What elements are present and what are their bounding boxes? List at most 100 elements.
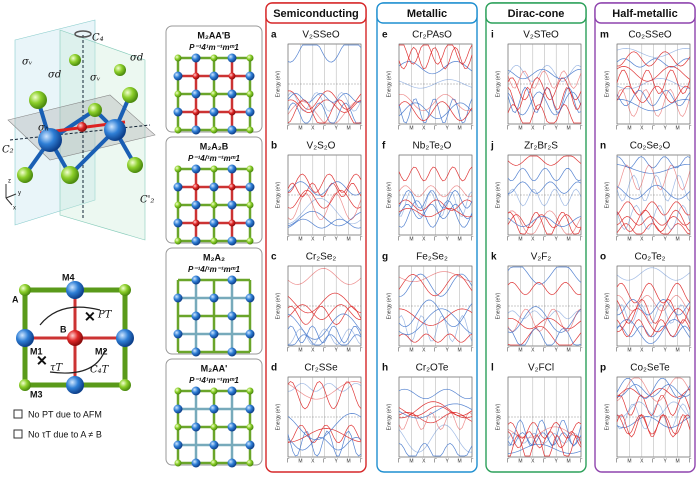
kpoint-label: Γ [616,125,619,131]
kpoint-label: Y [446,125,450,131]
band [507,328,582,346]
atom [227,53,237,63]
kpoint-label: M [676,125,680,131]
label: τT [50,363,64,374]
axis-label: Energy (eV) [604,403,610,430]
panel-name: Fe₂Se₂ [416,252,448,263]
band [616,223,691,235]
kpoint-label: Γ [652,125,655,131]
band [507,91,582,116]
kpoint-label: X [311,458,315,464]
kpoint-label: Γ [360,347,363,353]
label: C₂ [2,145,14,156]
atom [227,386,237,396]
kpoint-label: Γ [323,236,326,242]
atom [228,219,236,227]
atom [246,201,254,209]
band [507,181,582,194]
band [287,99,361,124]
kpoint-label: X [311,347,315,353]
kpoint-label: Γ [580,458,583,464]
kpoint-label: Γ [507,347,510,353]
kpoint-label: Γ [689,125,692,131]
atom [227,125,237,135]
panel-name: Cr₂PAsO [412,30,452,41]
kpoint-label: M [298,125,302,131]
band [507,215,582,227]
atom [191,53,201,63]
kpoint-label: M [567,125,571,131]
kpoint-label: M [518,458,522,464]
kpoint-label: Y [555,458,559,464]
axis-label: Energy (eV) [386,403,392,430]
band [616,174,691,202]
kpoint-label: M [567,347,571,353]
label: y [18,191,21,197]
kpoint-label: Γ [507,458,510,464]
kpoint-label: Γ [434,458,437,464]
kpoint-label: Γ [323,458,326,464]
kpoint-label: Γ [434,347,437,353]
kpoint-label: M [518,347,522,353]
band [287,382,362,392]
atom [227,458,237,468]
band [288,428,362,443]
atom [245,404,255,414]
band [287,181,362,196]
band [616,51,691,67]
band [507,211,582,235]
atom [245,329,255,339]
kpoint-label: Γ [287,347,290,353]
band [398,189,473,209]
kpoint-label: Γ [580,236,583,242]
atom [209,440,219,450]
band [616,267,691,281]
label: z [8,179,11,185]
panel-letter: b [271,141,277,152]
panel-letter: f [382,141,386,152]
band [287,424,362,444]
band [398,299,473,328]
kpoint-label: Γ [471,236,474,242]
kpoint-label: X [640,236,644,242]
band [616,394,691,417]
structure-formula: M₂A₂ [203,252,225,262]
kpoint-label: M [458,347,462,353]
kpoint-label: Γ [398,458,401,464]
band [616,89,691,107]
atom [246,459,254,467]
panel-letter: o [600,252,606,263]
band [507,86,582,111]
band [288,334,362,346]
kpoint-label: X [422,347,426,353]
band [287,304,362,320]
kpoint-label: Γ [398,125,401,131]
kpoint-label: Γ [323,347,326,353]
band [398,424,473,453]
atom [191,386,201,396]
band [507,155,582,166]
kpoint-label: Γ [616,347,619,353]
kpoint-label: M [298,347,302,353]
atom [174,237,182,245]
band [287,182,362,198]
panel-letter: l [491,363,494,374]
column-title: Dirac-cone [508,8,565,20]
atom [174,165,182,173]
kpoint-label: Y [555,347,559,353]
band [507,68,582,80]
band [287,193,362,221]
column-title: Half-metallic [612,8,677,20]
lattice [173,53,255,135]
atom [227,311,237,321]
band [287,173,362,193]
band [398,274,473,297]
band [398,308,473,326]
atom [227,200,237,210]
atom [209,182,219,192]
atom [210,201,218,209]
kpoint-label: Γ [287,236,290,242]
band [616,319,691,338]
kpoint-label: Γ [287,125,290,131]
band [507,103,581,124]
